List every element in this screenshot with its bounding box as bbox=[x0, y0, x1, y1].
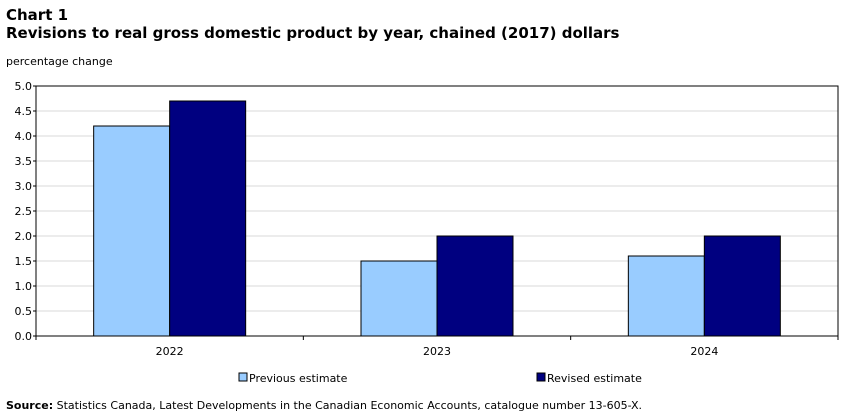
y-tick-label: 2.5 bbox=[15, 205, 33, 218]
y-tick-label: 1.5 bbox=[15, 255, 33, 268]
bar bbox=[360, 260, 438, 337]
legend-label: Revised estimate bbox=[547, 372, 642, 385]
legend-swatch bbox=[536, 372, 546, 382]
source-text: Statistics Canada, Latest Developments i… bbox=[56, 399, 643, 412]
x-tick-label: 2023 bbox=[423, 345, 451, 358]
chart-heading: Chart 1 Revisions to real gross domestic… bbox=[6, 6, 619, 42]
y-tick-label: 1.0 bbox=[15, 280, 33, 293]
y-tick-label: 0.0 bbox=[15, 330, 33, 343]
y-tick-label: 3.0 bbox=[15, 180, 33, 193]
chart-title: Revisions to real gross domestic product… bbox=[6, 24, 620, 42]
y-tick-label: 4.0 bbox=[15, 130, 33, 143]
x-tick-label: 2024 bbox=[690, 345, 718, 358]
x-tick-label: 2022 bbox=[156, 345, 184, 358]
bar bbox=[627, 255, 705, 337]
chart-number: Chart 1 bbox=[6, 6, 69, 24]
y-tick-label: 5.0 bbox=[15, 80, 33, 93]
y-axis-unit-label: percentage change bbox=[6, 55, 113, 68]
y-tick-label: 4.5 bbox=[15, 105, 33, 118]
source-label: Source: bbox=[6, 399, 54, 412]
y-tick-label: 3.5 bbox=[15, 155, 33, 168]
bar bbox=[703, 235, 781, 337]
bar bbox=[93, 125, 171, 337]
y-tick-label: 0.5 bbox=[15, 305, 33, 318]
legend-swatch bbox=[238, 372, 248, 382]
source-note: Source: Statistics Canada, Latest Develo… bbox=[6, 399, 642, 413]
legend-label: Previous estimate bbox=[249, 372, 348, 385]
y-tick-label: 2.0 bbox=[15, 230, 33, 243]
bar-chart: 0.0 0.5 1.0 1.5 2.0 2.5 3.0 3.5 4.0 4.5 5.0 2022 202… bbox=[15, 80, 839, 385]
bar bbox=[169, 100, 247, 337]
bar bbox=[436, 235, 514, 337]
